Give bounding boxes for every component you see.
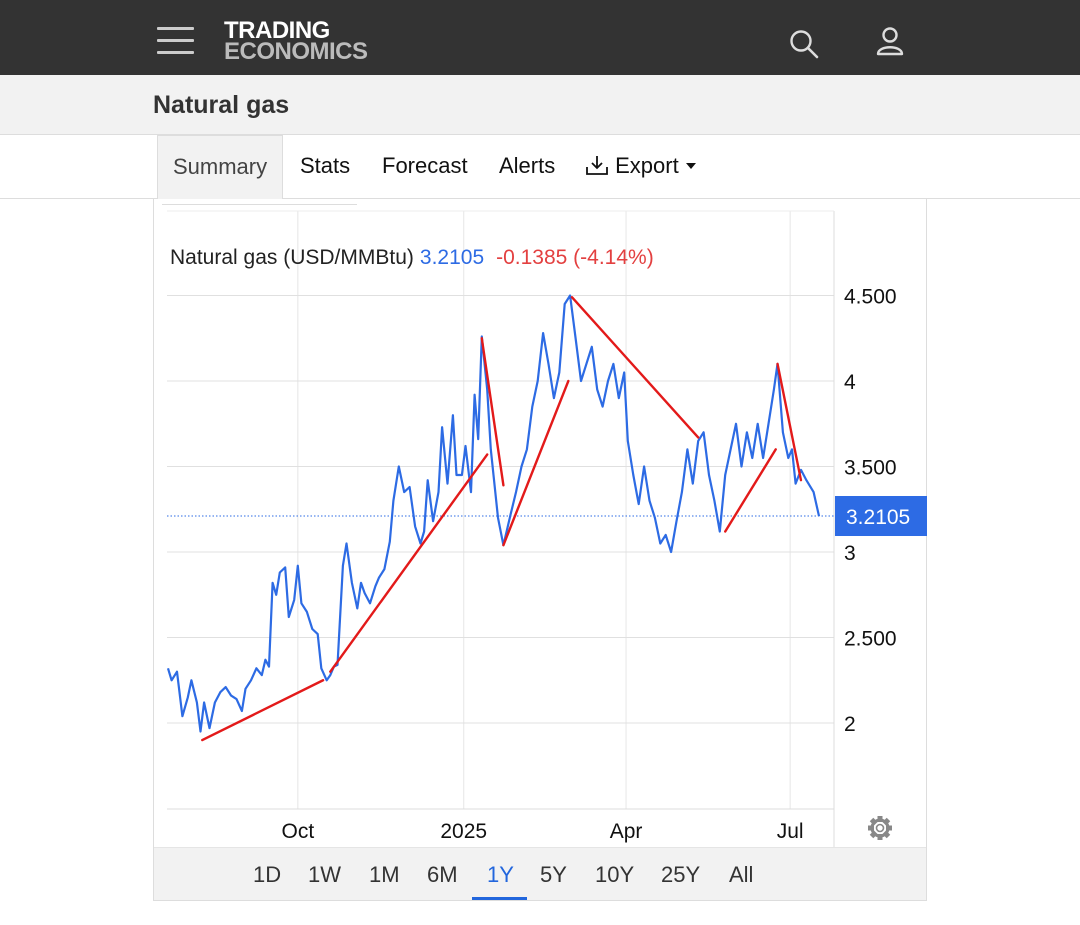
tab-forecast[interactable]: Forecast [382,135,468,199]
range-button-10y[interactable]: 10Y [595,862,635,887]
title-bar: Natural gas [0,75,1080,135]
logo[interactable]: TRADING ECONOMICS [224,17,368,65]
x-tick-label: Oct [282,820,315,843]
chart-legend: Natural gas (USD/MMBtu) 3.2105 -0.1385 (-4… [170,246,654,269]
tab-label: Stats [300,153,351,178]
tab-summary[interactable]: Summary [157,135,284,199]
logo-line2: ECONOMICS [224,38,368,65]
y-tick-label: 3 [844,542,856,565]
y-tick-label: 4.500 [844,286,897,309]
tab-label: Alerts [499,153,556,178]
legend-series-name: Natural gas (USD/MMBtu) [170,246,414,269]
trend-line [480,337,505,487]
tab-alerts[interactable]: Alerts [499,135,555,199]
range-button-1w[interactable]: 1W [308,862,341,887]
settings-gear-icon[interactable] [868,816,892,840]
range-button-6m[interactable]: 6M [427,862,458,887]
x-tick-label: 2025 [440,820,487,843]
tab-label: Export [615,153,679,178]
range-button-all[interactable]: All [729,862,754,887]
range-button-1m[interactable]: 1M [369,862,400,887]
y-tick-label: 4 [844,371,856,394]
page-title: Natural gas [153,91,290,119]
trend-line [724,448,777,533]
logo-line1: TRADING [224,17,330,44]
user-icon[interactable] [875,26,905,56]
legend-last-value: 3.2105 [420,246,484,269]
last-value-label: 3.2105 [846,506,910,529]
trend-line [502,379,570,547]
tab-label: Summary [173,154,268,179]
y-tick-label: 2.500 [844,628,897,651]
trend-line [329,453,489,673]
range-selector: 1D 1W 1M 6M 1Y 5Y 10Y 25Y All [154,847,926,900]
download-icon [586,156,608,175]
trend-line [570,296,700,439]
tab-export[interactable]: Export [585,135,697,199]
top-bar: TRADING ECONOMICS [0,0,1080,75]
tab-bar: Summary Stats Forecast Alerts Export [0,135,1080,199]
caret-down-icon [685,163,696,169]
tab-stats[interactable]: Stats [300,135,350,199]
legend-change: -0.1385 (-4.14%) [496,246,654,269]
chart-panel: 2 2.500 3 3.500 4 4.500 Oct 2025 Apr Jul Natural g… [153,199,927,901]
range-button-1d[interactable]: 1D [253,862,282,887]
search-icon[interactable] [788,28,820,60]
last-value-badge [835,496,927,537]
divider [162,204,357,205]
range-button-25y[interactable]: 25Y [661,862,701,887]
y-tick-label: 2 [844,713,856,736]
range-button-5y[interactable]: 5Y [540,862,567,887]
price-series-line [166,294,821,733]
x-tick-label: Apr [610,820,643,843]
trend-line [776,362,803,482]
x-tick-label: Jul [777,820,804,843]
trend-line [201,679,325,742]
hamburger-menu-icon[interactable] [157,27,194,55]
price-chart[interactable]: 2 2.500 3 3.500 4 4.500 Oct 2025 Apr Jul Natural g… [154,199,928,847]
y-tick-label: 3.500 [844,457,897,480]
range-button-1y[interactable]: 1Y [487,862,514,887]
active-range-underline [472,897,527,900]
tab-label: Forecast [382,153,468,178]
